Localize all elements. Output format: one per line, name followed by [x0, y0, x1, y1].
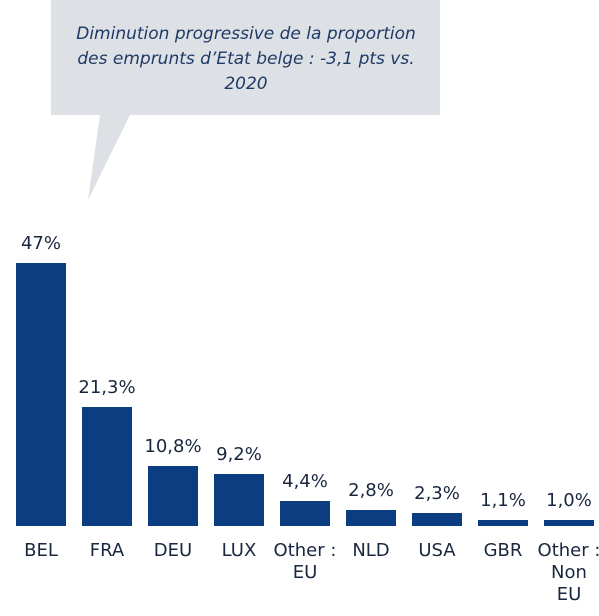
bar — [280, 501, 330, 526]
bar — [148, 465, 198, 526]
value-label: 4,4% — [282, 471, 328, 493]
x-tick-label: FRA — [89, 540, 125, 561]
value-label: 2,8% — [348, 480, 394, 502]
value-label: 1,1% — [480, 489, 526, 511]
bar — [16, 262, 66, 526]
value-label: 21,3% — [78, 376, 136, 398]
callout — [51, 0, 440, 200]
bar — [412, 513, 462, 526]
x-tick-label: GBR — [483, 540, 523, 561]
annotation: Diminution progressive de la proportion … — [76, 24, 416, 94]
x-tick-label: DEU — [153, 540, 193, 561]
bar — [214, 474, 264, 526]
x-tick-label: BEL — [24, 540, 58, 561]
value-label: 47% — [20, 232, 61, 254]
bar — [544, 520, 594, 526]
bar — [82, 406, 132, 526]
bar — [346, 510, 396, 526]
x-tick-label: LUX — [221, 540, 257, 561]
value-label: 9,2% — [216, 444, 262, 466]
bar — [478, 519, 528, 526]
x-tick-label: Other : EU — [273, 540, 337, 583]
x-tick-label: Other : Non EU — [537, 540, 599, 605]
callout-shape — [51, 0, 440, 200]
value-label: 1,0% — [546, 490, 592, 512]
x-tick-label: USA — [418, 540, 456, 561]
value-label: 2,3% — [414, 483, 460, 505]
value-label: 10,8% — [144, 435, 202, 457]
x-tick-label: NLD — [352, 540, 390, 561]
